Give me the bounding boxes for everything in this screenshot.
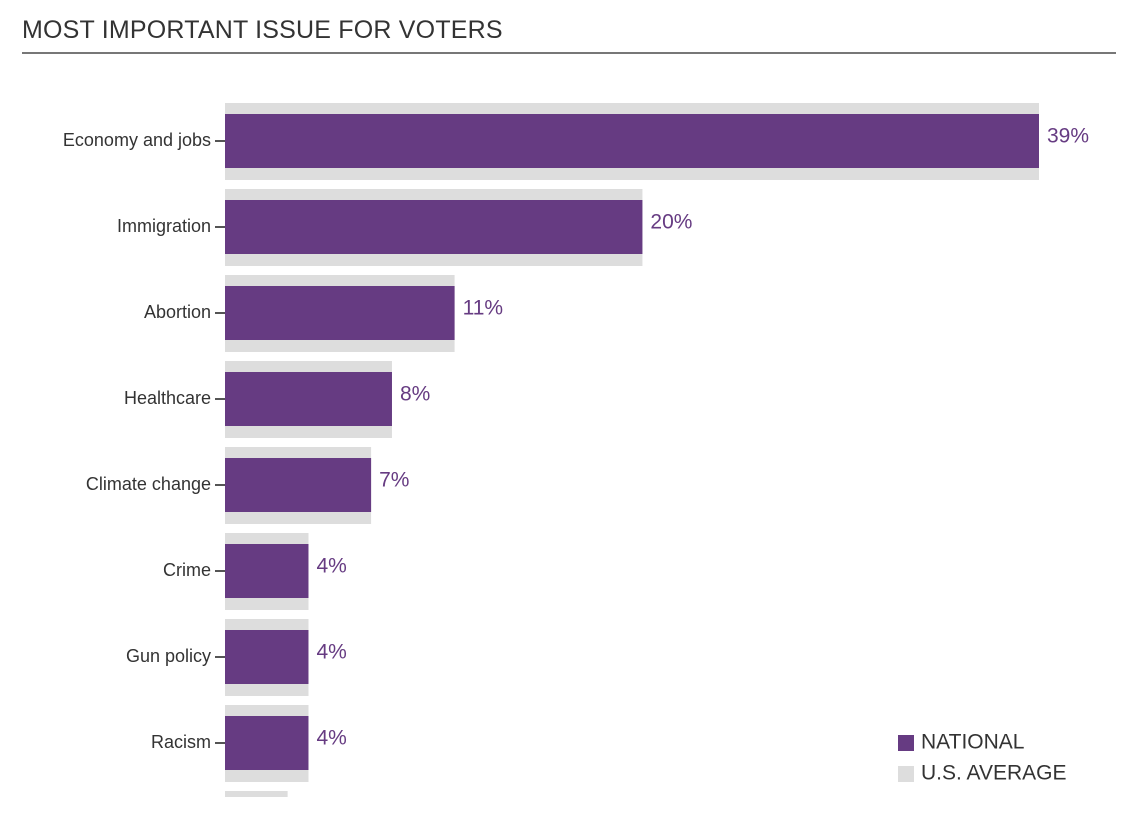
national-bar <box>225 458 372 512</box>
national-bar <box>225 544 309 598</box>
value-label: 8% <box>400 383 430 406</box>
value-label: 4% <box>316 727 346 750</box>
national-bar <box>225 630 309 684</box>
category-label: Immigration <box>117 216 211 236</box>
value-label: 4% <box>316 641 346 664</box>
legend-swatch <box>898 735 914 751</box>
category-ticks <box>215 140 225 744</box>
value-label: 7% <box>379 469 409 492</box>
category-label: Healthcare <box>124 388 211 408</box>
category-label: Climate change <box>86 474 211 494</box>
value-labels: 39% 20% 11% 8% 7% 4% 4% 4% <box>316 125 1089 750</box>
chart-title: MOST IMPORTANT ISSUE FOR VOTERS <box>22 16 503 44</box>
national-bar <box>225 114 1039 168</box>
title-divider <box>22 52 1116 54</box>
national-bar <box>225 372 392 426</box>
national-bar <box>225 716 309 770</box>
legend-label: U.S. AVERAGE <box>921 762 1067 785</box>
legend-swatch <box>898 766 914 782</box>
national-bars <box>225 114 1039 770</box>
us-average-bar <box>225 791 288 797</box>
category-label: Crime <box>163 560 211 580</box>
category-label: Abortion <box>144 302 211 322</box>
category-label: Racism <box>151 732 211 752</box>
national-bar <box>225 286 455 340</box>
value-label: 11% <box>463 297 503 320</box>
value-label: 20% <box>650 211 692 234</box>
value-label: 39% <box>1047 125 1089 148</box>
category-labels: Economy and jobs Immigration Abortion Healt… <box>63 130 211 752</box>
legend: NATIONAL U.S. AVERAGE <box>898 731 1067 785</box>
category-label: Economy and jobs <box>63 130 211 150</box>
value-label: 4% <box>316 555 346 578</box>
category-label: Gun policy <box>126 646 211 666</box>
national-bar <box>225 200 643 254</box>
legend-label: NATIONAL <box>921 731 1024 754</box>
